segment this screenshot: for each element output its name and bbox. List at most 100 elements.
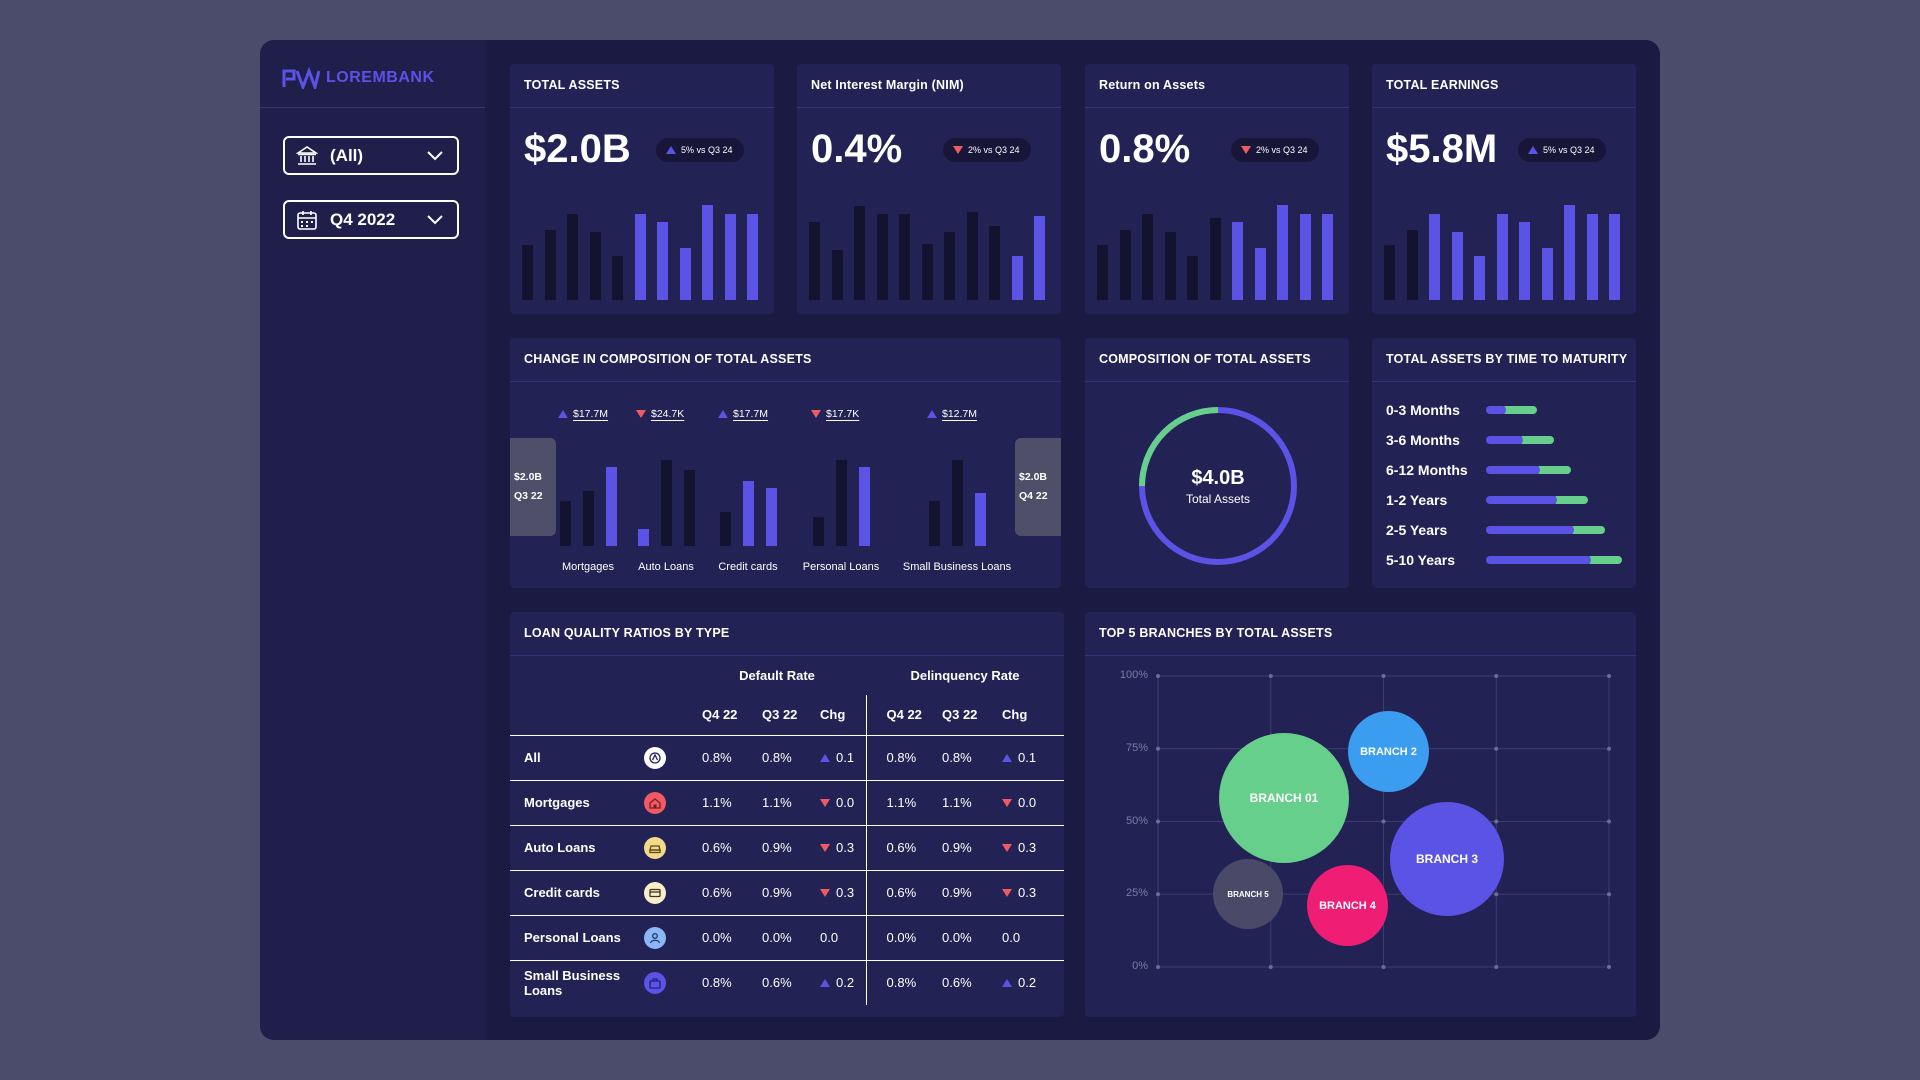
branch-bubble[interactable]: BRANCH 3 [1390, 802, 1504, 916]
table-row[interactable]: Auto Loans 0.6% 0.9% 0.3 0.6% 0.9% 0.3 [510, 825, 1064, 870]
maturity-row[interactable]: 0-3 Months [1386, 402, 1622, 418]
value-cell: 0.8% [942, 750, 972, 765]
grid-dot [1156, 819, 1160, 824]
change-cell: 0.2 [988, 960, 1064, 1005]
maturity-bar [1486, 526, 1622, 534]
column-header[interactable]: Q3 22 [942, 707, 978, 723]
kpi-bar [1034, 216, 1045, 300]
period-select[interactable]: Q4 2022 [283, 200, 459, 239]
grid-dot [1607, 819, 1611, 824]
branch-bubble[interactable]: BRANCH 4 [1307, 865, 1388, 946]
maturity-row[interactable]: 2-5 Years [1386, 522, 1622, 538]
branch-select[interactable]: (All) [283, 136, 459, 175]
maturity-bar-blue [1486, 406, 1506, 414]
trend-up-icon [927, 410, 937, 418]
branch-bubble[interactable]: BRANCH 5 [1213, 859, 1283, 929]
change-value: 0.1 [1018, 750, 1037, 765]
donut-segment-secondary[interactable] [1139, 407, 1297, 565]
table-row[interactable]: Credit cards 0.6% 0.9% 0.3 0.6% 0.9% 0.3 [510, 870, 1064, 915]
change-value: 0.2 [836, 975, 855, 991]
column-header[interactable]: Chg [1002, 707, 1028, 723]
maturity-row[interactable]: 5-10 Years [1386, 552, 1622, 568]
composition-donut[interactable]: $4.0B Total Assets [1137, 405, 1299, 567]
value-cell: 0.8% [762, 750, 792, 765]
maturity-row[interactable]: 1-2 Years [1386, 492, 1622, 508]
table-row[interactable]: Small Business Loans 0.8% 0.6% 0.2 0.8% 0.6% 0… [510, 960, 1064, 1005]
row-icon-cell [644, 960, 688, 1005]
end-value: $2.0B [1019, 471, 1048, 483]
branch-bubble[interactable]: BRANCH 2 [1348, 711, 1429, 792]
trend-down-icon [636, 410, 646, 418]
card-title: CHANGE IN COMPOSITION OF TOTAL ASSETS [524, 352, 812, 366]
grid-dot [1268, 674, 1273, 678]
branch-bubble-label: BRANCH 5 [1227, 889, 1269, 899]
table-row[interactable]: All 0.8% 0.8% 0.1 0.8% 0.8% 0.1 [510, 735, 1064, 780]
change-cell: 0.3 [988, 825, 1064, 870]
maturity-bar [1486, 556, 1622, 564]
change-value: 0.2 [1018, 975, 1037, 991]
column-header[interactable]: Q3 22 [762, 707, 798, 723]
maturity-bar [1486, 436, 1622, 444]
kpi-card-total-earnings[interactable]: TOTAL EARNINGS $5.8M 5% vs Q3 24 [1372, 64, 1636, 314]
trend-down-icon [820, 798, 830, 807]
branch-bubble[interactable]: BRANCH 01 [1219, 733, 1349, 863]
top-branches-card: TOP 5 BRANCHES BY TOTAL ASSETS 100% 75% 50… [1085, 612, 1636, 1017]
composition-bar [606, 467, 617, 546]
trend-up-icon [1002, 978, 1012, 987]
grid-dot [1607, 674, 1611, 678]
kpi-bar [1609, 214, 1620, 300]
kpi-sparkbar-chart [1097, 200, 1333, 300]
kpi-card-roa[interactable]: Return on Assets 0.8% 2% vs Q3 24 [1085, 64, 1349, 314]
kpi-value: $2.0B [524, 127, 631, 171]
composition-bar [661, 460, 672, 546]
maturity-bar [1486, 496, 1622, 504]
table-group-header-row: Default Rate Delinquency Rate [510, 655, 1064, 695]
kpi-bar [1142, 214, 1153, 300]
table-row[interactable]: Personal Loans 0.0% 0.0% 0.0 0.0% 0.0% 0.0 [510, 915, 1064, 960]
table-row[interactable]: Mortgages 1.1% 1.1% 0.0 1.1% 1.1% 0.0 [510, 780, 1064, 825]
composition-bar [583, 491, 594, 546]
card-divider [1372, 381, 1636, 382]
card-divider [1372, 107, 1636, 108]
kpi-sparkbar-chart [522, 200, 758, 300]
category-label: Personal Loans [802, 561, 880, 573]
maturity-bar-green [1536, 466, 1571, 474]
maturity-row[interactable]: 6-12 Months [1386, 462, 1622, 478]
maturity-bar-green [1570, 526, 1605, 534]
composition-bar [859, 467, 870, 546]
column-header[interactable]: Q4 22 [702, 707, 738, 723]
kpi-bar [1542, 248, 1553, 300]
kpi-card-total-assets[interactable]: TOTAL ASSETS $2.0B 5% vs Q3 24 [510, 64, 774, 314]
maturity-bar-blue [1486, 436, 1523, 444]
maturity-label: 5-10 Years [1386, 552, 1456, 568]
logo-icon [282, 67, 320, 89]
bank-icon [296, 145, 318, 167]
kpi-bar [1587, 214, 1598, 300]
maturity-label: 6-12 Months [1386, 462, 1468, 478]
kpi-bar [922, 244, 933, 300]
change-value: $17.7M [733, 408, 769, 420]
composition-bar [813, 517, 824, 546]
column-header[interactable]: Q4 22 [865, 695, 928, 735]
kpi-bar [1384, 245, 1395, 300]
change-value: $12.7M [942, 408, 978, 420]
kpi-bar [590, 232, 601, 300]
composition-bar [684, 470, 695, 546]
kpi-card-nim[interactable]: Net Interest Margin (NIM) 0.4% 2% vs Q3 … [797, 64, 1061, 314]
grid-dot [1607, 965, 1611, 969]
maturity-row[interactable]: 3-6 Months [1386, 432, 1622, 448]
kpi-bar [944, 232, 955, 300]
maturity-label: 0-3 Months [1386, 402, 1460, 418]
value-cell: 1.1% [762, 795, 792, 810]
category-change-label: $17.7K [811, 408, 859, 420]
value-cell: 0.6% [762, 975, 792, 991]
column-header[interactable]: Chg [820, 707, 846, 723]
change-cell: 0.0 [808, 780, 866, 825]
kpi-bar [989, 226, 1000, 300]
kpi-bar [612, 256, 623, 300]
bubble-grid [1156, 674, 1611, 969]
brand-logo[interactable]: LOREMBANK [282, 60, 435, 96]
category-label: Auto Loans [638, 561, 694, 573]
card-divider [510, 107, 774, 108]
composition-bar [952, 460, 963, 546]
